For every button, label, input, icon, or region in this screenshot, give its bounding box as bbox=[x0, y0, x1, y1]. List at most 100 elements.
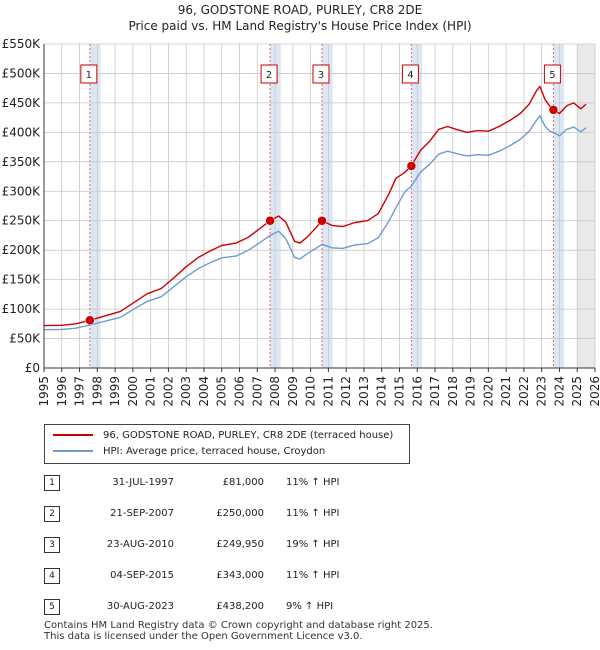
chart-title-text: 96, GODSTONE ROAD, PURLEY, CR8 2DE bbox=[177, 3, 423, 17]
sale-number-box bbox=[80, 64, 98, 84]
x-tick-label: 2015 bbox=[392, 376, 406, 407]
legend-swatch-hpi bbox=[53, 450, 93, 452]
sale-price: £81,000 bbox=[222, 477, 264, 488]
hpi-line bbox=[43, 115, 587, 331]
sale-price: £343,000 bbox=[216, 570, 264, 581]
x-tick-label: 2026 bbox=[588, 376, 600, 407]
projection-shade bbox=[577, 44, 595, 368]
sale-date: 21-SEP-2007 bbox=[110, 508, 174, 519]
x-tick-label: 1998 bbox=[90, 376, 104, 407]
x-tick-label: 2014 bbox=[375, 376, 389, 407]
sale-number-label: 4 bbox=[407, 70, 413, 81]
sale-date: 23-AUG-2010 bbox=[106, 539, 174, 550]
y-tick-label: £500K bbox=[2, 66, 42, 80]
sale-band bbox=[411, 44, 423, 368]
legend-item-property: 96, GODSTONE ROAD, PURLEY, CR8 2DE (terr… bbox=[53, 428, 393, 444]
table-row: 5 30-AUG-2023 £438,200 9% ↑ HPI bbox=[44, 598, 444, 616]
footer-copyright: Contains HM Land Registry data © Crown c… bbox=[44, 620, 433, 631]
sale-number-label: 3 bbox=[318, 70, 324, 81]
y-tick-label: £50K bbox=[9, 332, 41, 346]
legend-swatch-property bbox=[53, 434, 93, 436]
y-tick-label: £100K bbox=[2, 302, 42, 316]
y-tick-label: £0 bbox=[25, 361, 40, 375]
sale-point bbox=[548, 105, 559, 115]
sale-hpi-diff: 9% ↑ HPI bbox=[286, 601, 334, 612]
x-tick-label: 2008 bbox=[268, 376, 282, 407]
legend: 96, GODSTONE ROAD, PURLEY, CR8 2DE (terr… bbox=[44, 424, 410, 464]
sale-band bbox=[553, 44, 565, 368]
sale-number-box bbox=[312, 64, 330, 84]
x-tick-label: 1997 bbox=[73, 376, 87, 407]
sale-number-label: 2 bbox=[266, 70, 272, 81]
legend-item-hpi: HPI: Average price, terraced house, Croy… bbox=[53, 444, 325, 460]
sale-number-label: 5 bbox=[549, 70, 555, 81]
footer: Contains HM Land Registry data © Crown c… bbox=[44, 620, 433, 642]
x-tick-label: 2016 bbox=[410, 376, 424, 407]
y-tick-label: £350K bbox=[2, 155, 42, 169]
x-tick-label: 2025 bbox=[570, 376, 584, 407]
legend-label-hpi: HPI: Average price, terraced house, Croy… bbox=[103, 446, 326, 457]
property-price-line bbox=[43, 85, 587, 327]
sale-hpi-diff: 11% ↑ HPI bbox=[286, 477, 340, 488]
sale-price: £249,950 bbox=[216, 539, 264, 550]
sale-number: 2 bbox=[44, 506, 60, 522]
sale-band bbox=[89, 44, 101, 368]
sale-date: 31-JUL-1997 bbox=[112, 477, 174, 488]
y-tick-label: £300K bbox=[2, 184, 42, 198]
sale-hpi-diff: 11% ↑ HPI bbox=[286, 508, 340, 519]
price-chart: £0 £50K £100K £150K £200K £250K £300K £350K £400… bbox=[2, 37, 600, 407]
x-tick-label: 2004 bbox=[197, 376, 211, 407]
chart-subtitle-text: Price paid vs. HM Land Registry's House … bbox=[128, 19, 472, 33]
x-tick-label: 2000 bbox=[126, 376, 140, 407]
x-tick-label: 2023 bbox=[535, 376, 549, 407]
table-row: 4 04-SEP-2015 £343,000 11% ↑ HPI bbox=[44, 567, 444, 585]
y-tick-label: £550K bbox=[2, 37, 42, 51]
sale-price: £438,200 bbox=[216, 601, 264, 612]
x-tick-label: 2018 bbox=[446, 376, 460, 407]
x-tick-label: 2006 bbox=[233, 376, 247, 407]
sale-number-box bbox=[401, 64, 419, 84]
x-tick-label: 2011 bbox=[321, 376, 335, 407]
x-tick-label: 2024 bbox=[552, 376, 566, 407]
chart-title: 96, GODSTONE ROAD, PURLEY, CR8 2DE Price… bbox=[0, 2, 600, 34]
x-tick-label: 2022 bbox=[517, 376, 531, 407]
sale-hpi-diff: 19% ↑ HPI bbox=[286, 539, 340, 550]
x-tick-label: 2002 bbox=[161, 376, 175, 407]
sale-date: 04-SEP-2015 bbox=[110, 570, 174, 581]
sale-point bbox=[85, 315, 95, 326]
y-tick-label: £250K bbox=[2, 214, 42, 228]
x-tick-label: 2020 bbox=[481, 376, 495, 407]
x-tick-label: 2001 bbox=[144, 376, 158, 407]
x-tick-label: 2012 bbox=[339, 376, 353, 407]
sale-hpi-diff: 11% ↑ HPI bbox=[286, 570, 340, 581]
x-tick-label: 2013 bbox=[357, 376, 371, 407]
sale-point bbox=[317, 216, 327, 226]
y-tick-label: £150K bbox=[2, 273, 42, 287]
x-tick-label: 1995 bbox=[37, 376, 51, 407]
sale-number-box bbox=[260, 64, 278, 84]
x-tick-label: 2019 bbox=[464, 376, 478, 407]
table-row: 3 23-AUG-2010 £249,950 19% ↑ HPI bbox=[44, 536, 444, 554]
sale-price: £250,000 bbox=[216, 508, 264, 519]
y-tick-label: £200K bbox=[2, 243, 42, 257]
x-tick-label: 2003 bbox=[179, 376, 193, 407]
y-tick-label: £450K bbox=[2, 96, 42, 110]
table-row: 2 21-SEP-2007 £250,000 11% ↑ HPI bbox=[44, 505, 444, 523]
sale-band bbox=[321, 44, 333, 368]
sale-point bbox=[265, 215, 275, 226]
table-row: 1 31-JUL-1997 £81,000 11% ↑ HPI bbox=[44, 474, 444, 492]
y-tick-label: £400K bbox=[2, 125, 42, 139]
x-tick-label: 2021 bbox=[499, 376, 513, 407]
x-tick-label: 2010 bbox=[304, 376, 318, 407]
sale-number-label: 1 bbox=[86, 70, 92, 81]
legend-label-property: 96, GODSTONE ROAD, PURLEY, CR8 2DE (terr… bbox=[103, 430, 394, 441]
x-tick-label: 2017 bbox=[428, 376, 442, 407]
sale-number: 3 bbox=[44, 537, 60, 553]
plot-area bbox=[44, 44, 595, 368]
x-tick-label: 2005 bbox=[215, 376, 229, 407]
x-tick-label: 2009 bbox=[286, 376, 300, 407]
sale-date: 30-AUG-2023 bbox=[106, 601, 174, 612]
x-tick-label: 2007 bbox=[250, 376, 264, 407]
sale-number: 4 bbox=[44, 568, 60, 584]
x-tick-label: 1999 bbox=[108, 376, 122, 407]
